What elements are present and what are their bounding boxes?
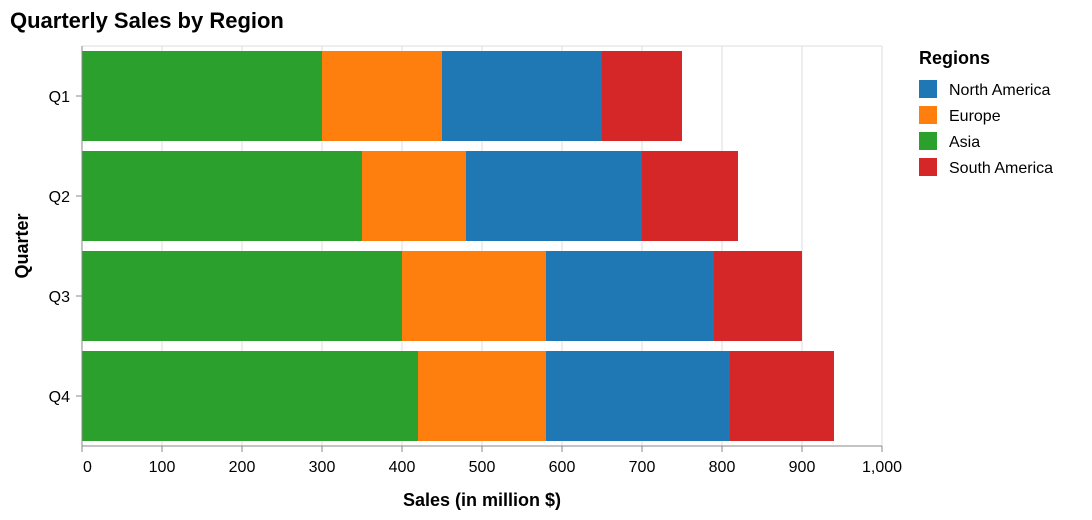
legend-swatch (919, 132, 937, 150)
y-tick-label: Q3 (49, 289, 70, 306)
bar-asia-q3[interactable] (82, 251, 402, 341)
bars (82, 51, 834, 441)
x-tick-label: 1,000 (862, 459, 902, 476)
legend-title: Regions (919, 48, 990, 68)
bar-asia-q2[interactable] (82, 151, 362, 241)
legend-swatch (919, 80, 937, 98)
x-tick-label: 100 (149, 459, 176, 476)
bar-europe-q4[interactable] (418, 351, 546, 441)
y-tick-label: Q2 (49, 189, 70, 206)
x-tick-label: 500 (469, 459, 496, 476)
bar-north-america-q2[interactable] (466, 151, 642, 241)
y-tick-label: Q1 (49, 89, 70, 106)
legend: Regions North America Europe Asia South Ame… (919, 48, 1053, 177)
bar-north-america-q3[interactable] (546, 251, 714, 341)
y-tick-label: Q4 (49, 389, 70, 406)
chart-title: Quarterly Sales by Region (10, 8, 284, 33)
x-tick-label: 700 (629, 459, 656, 476)
y-axis-title: Quarter (12, 213, 32, 278)
legend-label: South America (949, 160, 1053, 177)
x-tick-label: 900 (789, 459, 816, 476)
bar-south-america-q1[interactable] (602, 51, 682, 141)
bar-north-america-q1[interactable] (442, 51, 602, 141)
bar-south-america-q3[interactable] (714, 251, 802, 341)
bar-europe-q1[interactable] (322, 51, 442, 141)
bar-south-america-q4[interactable] (730, 351, 834, 441)
x-tick-label: 300 (309, 459, 336, 476)
x-axis: 0 100 200 300 400 500 600 700 800 900 1,000 (81, 445, 902, 476)
y-axis: Q1 Q2 Q3 Q4 (49, 46, 83, 446)
bar-south-america-q2[interactable] (642, 151, 738, 241)
legend-swatch (919, 158, 937, 176)
legend-label: Asia (949, 134, 980, 151)
legend-swatch (919, 106, 937, 124)
bar-north-america-q4[interactable] (546, 351, 730, 441)
x-axis-title: Sales (in million $) (403, 490, 561, 510)
x-tick-label: 0 (83, 459, 92, 476)
legend-label: North America (949, 82, 1050, 99)
bar-asia-q4[interactable] (82, 351, 418, 441)
bar-europe-q2[interactable] (362, 151, 466, 241)
x-tick-label: 200 (229, 459, 256, 476)
legend-label: Europe (949, 108, 1001, 125)
x-tick-label: 600 (549, 459, 576, 476)
bar-asia-q1[interactable] (82, 51, 322, 141)
bar-europe-q3[interactable] (402, 251, 546, 341)
x-tick-label: 800 (709, 459, 736, 476)
x-tick-label: 400 (389, 459, 416, 476)
